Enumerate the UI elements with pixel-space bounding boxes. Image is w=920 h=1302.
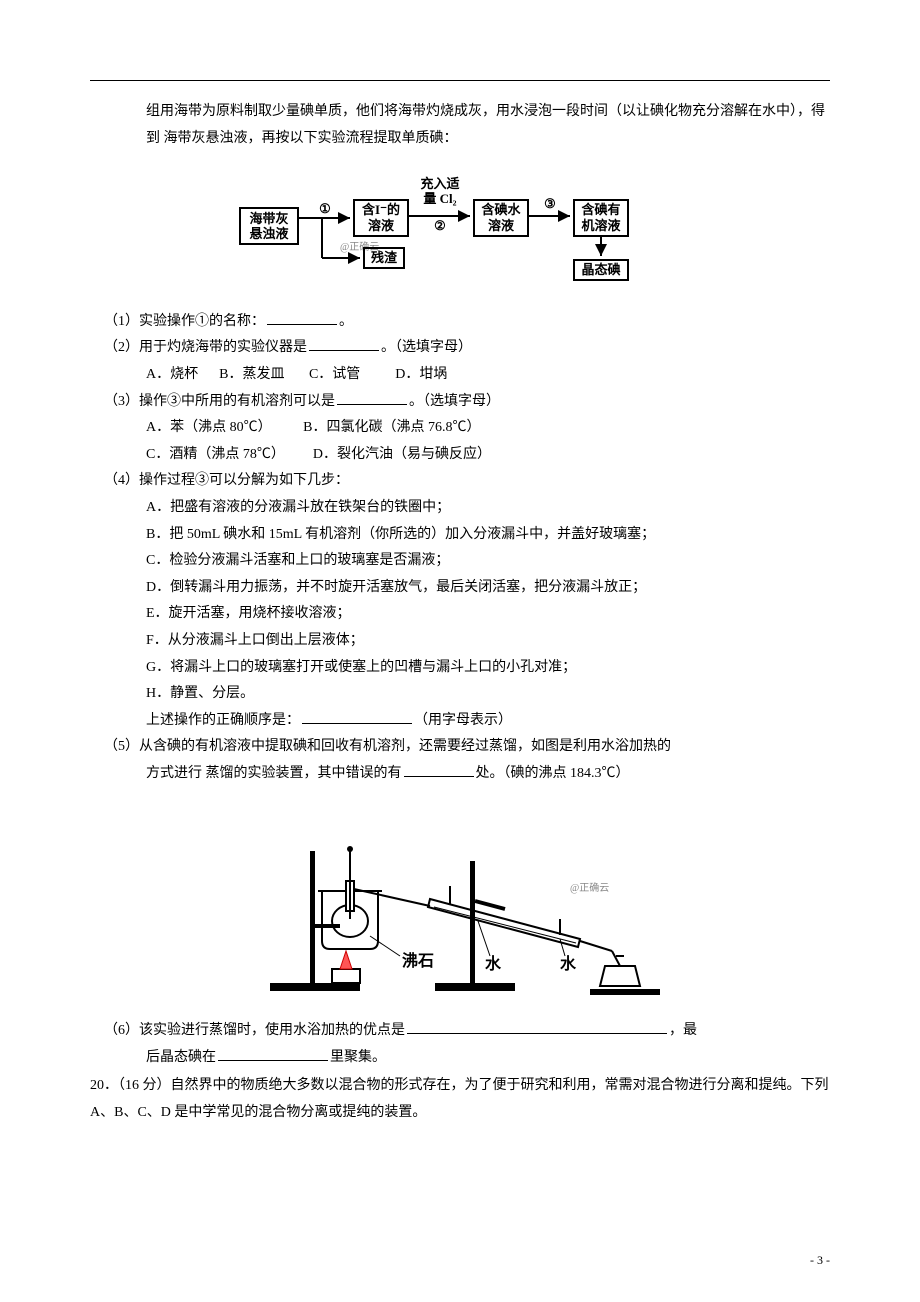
step-a: A．把盛有溶液的分液漏斗放在铁架台的铁圈中； <box>146 495 830 522</box>
svg-text:悬浊液: 悬浊液 <box>249 226 288 241</box>
svg-text:残渣: 残渣 <box>371 250 398 265</box>
svg-text:③: ③ <box>544 196 556 211</box>
figure-distillation: 沸石 水 水 @正确云 <box>90 791 830 1012</box>
svg-text:充入适: 充入适 <box>420 176 459 191</box>
step-f: F．从分液漏斗上口倒出上层液体； <box>146 628 830 655</box>
q6-l2-pre: 后晶态碘在 <box>146 1050 216 1065</box>
step-c: C．检验分液漏斗活塞和上口的玻璃塞是否漏液； <box>146 548 830 575</box>
distillation-svg: 沸石 水 水 @正确云 <box>240 791 680 1001</box>
svg-text:量 Cl₂: 量 Cl₂ <box>423 191 456 206</box>
question-6-line2: 后晶态碘在 里聚集。 <box>146 1045 830 1072</box>
svg-text:溶液: 溶液 <box>488 218 514 233</box>
svg-text:机溶液: 机溶液 <box>581 218 620 233</box>
q4-order-pre: 上述操作的正确顺序是： <box>146 713 300 728</box>
step-e: E．旋开活塞，用烧杯接收溶液； <box>146 601 830 628</box>
page-container: 组用海带为原料制取少量碘单质，他们将海带灼烧成灰，用水浸泡一段时间（以让碘化物充… <box>0 0 920 1302</box>
svg-text:含碘水: 含碘水 <box>480 202 521 217</box>
q4-order: 上述操作的正确顺序是： （用字母表示） <box>146 708 830 735</box>
q3-options-row2: C．酒精（沸点 78℃） D．裂化汽油（易与碘反应） <box>146 442 830 469</box>
question-1: （1）实验操作①的名称： 。 <box>104 309 830 336</box>
svg-text:②: ② <box>434 218 446 233</box>
q6-blank2 <box>218 1046 328 1061</box>
q6-blank1 <box>407 1019 667 1034</box>
question-3: （3）操作③中所用的有机溶剂可以是 。（选填字母） <box>104 389 830 416</box>
q6-tail: ，最 <box>669 1023 697 1038</box>
flowchart-svg: 海带灰 悬浊液 ① @正确云 残渣 含I⁻的 溶液 充入适 量 Cl₂ ② 含碘… <box>230 158 690 288</box>
q5-blank <box>404 762 474 777</box>
svg-text:水: 水 <box>560 954 577 973</box>
svg-text:@正确云: @正确云 <box>570 881 609 894</box>
q6-pre: （6）该实验进行蒸馏时，使用水浴加热的优点是 <box>104 1023 405 1038</box>
question-5-line1: （5）从含碘的有机溶液中提取碘和回收有机溶剂，还需要经过蒸馏，如图是利用水浴加热… <box>104 734 830 761</box>
question-5-line2: 方式进行 蒸馏的实验装置，其中错误的有 处。（碘的沸点 184.3℃） <box>146 761 830 788</box>
q1-tail: 。 <box>339 314 353 329</box>
page-number: - 3 - <box>810 1249 830 1272</box>
q3-tail: 。（选填字母） <box>409 394 500 409</box>
step-b: B．把 50mL 碘水和 15mL 有机溶剂（你所选的）加入分液漏斗中，并盖好玻… <box>146 522 830 549</box>
step-g: G．将漏斗上口的玻璃塞打开或使塞上的凹槽与漏斗上口的小孔对准； <box>146 655 830 682</box>
question-6: （6）该实验进行蒸馏时，使用水浴加热的优点是 ，最 <box>104 1018 830 1045</box>
q3-options-row1: A．苯（沸点 80℃） B．四氯化碳（沸点 76.8℃） <box>146 415 830 442</box>
step-d: D．倒转漏斗用力振荡，并不时旋开活塞放气，最后关闭活塞，把分液漏斗放正； <box>146 575 830 602</box>
q5-l2-tail: 处。（碘的沸点 184.3℃） <box>476 766 630 781</box>
q3-pre: （3）操作③中所用的有机溶剂可以是 <box>104 394 335 409</box>
q3-blank <box>337 390 407 405</box>
q2-tail: 。（选填字母） <box>381 340 472 355</box>
step-h: H．静置、分层。 <box>146 681 830 708</box>
q2-pre: （2）用于灼烧海带的实验仪器是 <box>104 340 307 355</box>
q6-l2-tail: 里聚集。 <box>330 1050 386 1065</box>
q2-blank <box>309 336 379 351</box>
svg-text:海带灰: 海带灰 <box>249 211 288 226</box>
question-20: 20．（16 分）自然界中的物质绝大多数以混合物的形式存在，为了便于研究和利用，… <box>90 1073 830 1126</box>
intro-continuation: 组用海带为原料制取少量碘单质，他们将海带灼烧成灰，用水浸泡一段时间（以让碘化物充… <box>146 99 830 152</box>
q4-order-tail: （用字母表示） <box>414 713 512 728</box>
svg-text:含I⁻的: 含I⁻的 <box>361 202 400 217</box>
figure-flowchart: 海带灰 悬浊液 ① @正确云 残渣 含I⁻的 溶液 充入适 量 Cl₂ ② 含碘… <box>90 158 830 299</box>
q4-order-blank <box>302 709 412 724</box>
top-rule <box>90 80 830 81</box>
q2-options: A．烧杯 B．蒸发皿 C．试管 D．坩埚 <box>146 362 830 389</box>
question-4: （4）操作过程③可以分解为如下几步： <box>104 468 830 495</box>
svg-text:沸石: 沸石 <box>402 951 434 970</box>
svg-text:含碘有: 含碘有 <box>580 202 620 217</box>
svg-text:水: 水 <box>485 954 502 973</box>
svg-text:晶态碘: 晶态碘 <box>581 262 620 277</box>
q1-blank <box>267 310 337 325</box>
svg-text:溶液: 溶液 <box>368 218 394 233</box>
q1-text: （1）实验操作①的名称： <box>104 314 265 329</box>
q5-l2-pre: 方式进行 蒸馏的实验装置，其中错误的有 <box>146 766 402 781</box>
svg-text:①: ① <box>319 201 331 216</box>
question-2: （2）用于灼烧海带的实验仪器是 。（选填字母） <box>104 335 830 362</box>
